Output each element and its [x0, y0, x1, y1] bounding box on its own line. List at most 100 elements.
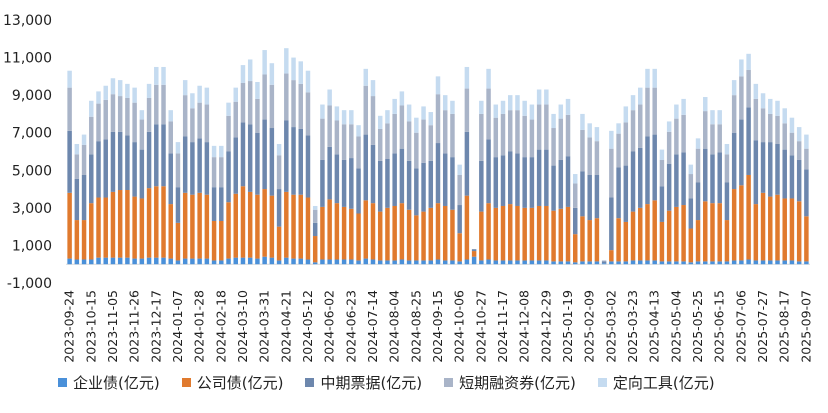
bar-segment-directional-instrument	[89, 100, 94, 117]
y-tick-label: -1,000	[7, 276, 52, 292]
bar-segment-enterprise-bond	[479, 260, 484, 265]
bar-segment-corporate-bond	[204, 194, 210, 259]
bar-segment-corporate-bond	[753, 204, 759, 261]
bar-segment-short-term-financing	[464, 88, 470, 132]
bar-segment-directional-instrument	[796, 127, 802, 142]
bar-segment-corporate-bond	[674, 206, 679, 262]
bar-segment-short-term-financing	[551, 128, 556, 166]
bar-segment-directional-instrument	[515, 95, 520, 111]
bar-segment-directional-instrument	[132, 87, 137, 103]
bar-segment-medium-term-note	[515, 153, 520, 206]
bar-segment-enterprise-bond	[580, 261, 585, 265]
bar-segment-medium-term-note	[276, 189, 282, 227]
bar-segment-corporate-bond	[457, 233, 462, 262]
bar-segment-directional-instrument	[739, 59, 744, 77]
bar-segment-short-term-financing	[117, 96, 123, 132]
bar-segment-enterprise-bond	[406, 260, 412, 265]
bar-segment-short-term-financing	[305, 92, 311, 136]
bar-segment-short-term-financing	[493, 117, 499, 158]
bar-segment-directional-instrument	[175, 142, 181, 154]
bar-segment-short-term-financing	[500, 113, 506, 156]
bar-segment-enterprise-bond	[334, 259, 340, 265]
bar-segment-directional-instrument	[594, 127, 600, 142]
bar-segment-short-term-financing	[233, 101, 238, 138]
bar-segment-enterprise-bond	[428, 260, 434, 265]
bar-segment-medium-term-note	[298, 128, 303, 195]
bar-segment-short-term-financing	[284, 73, 289, 121]
bar-segment-short-term-financing	[363, 85, 369, 135]
bar-segment-directional-instrument	[67, 70, 72, 88]
bar-segment-medium-term-note	[392, 153, 397, 206]
bar-segment-corporate-bond	[775, 194, 780, 261]
bar-segment-medium-term-note	[565, 156, 571, 207]
x-tick-label: 2024-05-12	[300, 290, 315, 363]
bar-segment-short-term-financing	[240, 82, 246, 123]
bar-segment-short-term-financing	[356, 136, 361, 169]
bar-segment-enterprise-bond	[609, 261, 614, 265]
bar-segment-enterprise-bond	[522, 260, 527, 265]
bar-segment-corporate-bond	[695, 220, 701, 262]
bar-segment-directional-instrument	[370, 80, 376, 97]
bar-segment-directional-instrument	[493, 104, 499, 118]
bar-segment-directional-instrument	[746, 53, 751, 70]
x-tick-label: 2025-05-25	[690, 290, 705, 363]
bar-segment-medium-term-note	[544, 149, 549, 206]
bar-segment-medium-term-note	[89, 154, 94, 204]
bar-segment-short-term-financing	[392, 113, 397, 154]
bar-segment-medium-term-note	[262, 119, 267, 190]
bar-segment-directional-instrument	[421, 106, 426, 120]
bar-segment-medium-term-note	[623, 165, 629, 222]
bar-segment-enterprise-bond	[421, 260, 426, 265]
bar-segment-medium-term-note	[753, 140, 759, 205]
bar-segment-corporate-bond	[703, 201, 708, 262]
bar-segment-medium-term-note	[609, 197, 614, 251]
x-tick-label: 2025-01-19	[560, 290, 575, 363]
bar-segment-short-term-financing	[197, 102, 202, 139]
bar-segment-enterprise-bond	[450, 260, 455, 265]
bar-segment-directional-instrument	[645, 68, 650, 88]
bar-segment-directional-instrument	[262, 50, 267, 75]
bar-segment-medium-term-note	[479, 160, 484, 212]
bar-segment-directional-instrument	[710, 110, 715, 125]
bar-segment-enterprise-bond	[269, 257, 275, 265]
bar-segment-short-term-financing	[255, 98, 260, 133]
bar-segment-short-term-financing	[421, 119, 426, 163]
bar-segment-short-term-financing	[67, 87, 72, 131]
bar-segment-corporate-bond	[197, 192, 202, 259]
bar-segment-corporate-bond	[414, 215, 419, 261]
bar-segment-short-term-financing	[385, 123, 390, 160]
bar-segment-short-term-financing	[630, 110, 636, 152]
bar-segment-short-term-financing	[623, 122, 629, 166]
x-tick-label: 2025-03-02	[603, 290, 618, 363]
bar-segment-enterprise-bond	[796, 261, 802, 265]
bar-segment-short-term-financing	[168, 121, 173, 154]
bar-segment-enterprise-bond	[515, 260, 520, 265]
bar-segment-medium-term-note	[659, 186, 665, 222]
bar-segment-enterprise-bond	[89, 259, 94, 265]
bar-segment-medium-term-note	[529, 157, 535, 208]
bar-segment-corporate-bond	[74, 220, 80, 260]
bar-segment-enterprise-bond	[103, 257, 108, 265]
bar-segment-enterprise-bond	[688, 262, 694, 265]
bar-segment-short-term-financing	[544, 104, 549, 150]
bar-segment-directional-instrument	[587, 123, 592, 138]
bar-segment-medium-term-note	[536, 149, 542, 206]
bar-segment-corporate-bond	[717, 203, 722, 262]
legend-swatch-directional-instrument	[597, 378, 607, 387]
bar-segment-medium-term-note	[197, 138, 202, 193]
bar-segment-enterprise-bond	[240, 257, 246, 265]
x-tick-label: 2024-06-02	[322, 290, 337, 363]
bar-segment-short-term-financing	[645, 87, 650, 137]
bar-segment-enterprise-bond	[168, 258, 173, 265]
bar-segment-medium-term-note	[117, 131, 123, 191]
y-tick-label: 3,000	[12, 201, 52, 217]
bar-segment-directional-instrument	[247, 59, 253, 82]
bar-segment-corporate-bond	[731, 189, 737, 261]
bar-segment-short-term-financing	[74, 154, 80, 179]
bar-segment-enterprise-bond	[197, 258, 202, 265]
legend-item-enterprise-bond: 企业债(亿元)	[58, 372, 160, 393]
bar-segment-corporate-bond	[782, 198, 787, 261]
bar-segment-directional-instrument	[623, 106, 629, 123]
bar-segment-short-term-financing	[731, 95, 737, 133]
